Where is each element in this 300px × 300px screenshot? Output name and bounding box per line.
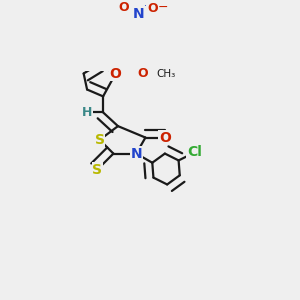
Text: H: H [82,106,92,119]
Text: S: S [92,163,102,177]
Text: O: O [118,1,129,14]
Text: O: O [159,130,171,145]
Text: O: O [147,2,158,15]
Text: O: O [138,67,148,80]
Text: Cl: Cl [187,146,202,159]
Text: +: + [143,1,151,10]
Text: N: N [130,147,142,160]
Text: O: O [110,67,122,80]
Text: −: − [157,1,168,14]
Text: S: S [95,133,105,147]
Text: N: N [133,7,144,21]
Text: CH₃: CH₃ [157,68,176,79]
